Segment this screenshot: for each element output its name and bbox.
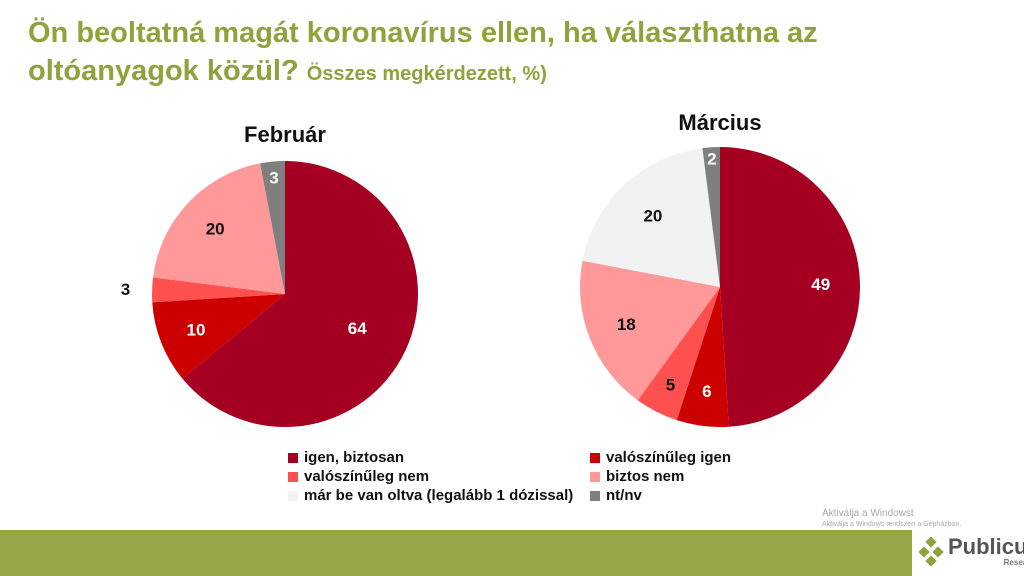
pie-slice [153,163,285,294]
pie-slice [702,147,720,287]
legend-item: biztos nem [590,468,684,485]
data-label: 5 [666,375,675,394]
legend-item: nt/nv [590,487,642,504]
legend-label: már be van oltva (legalább 1 dózissal) [304,487,574,504]
legend-swatch [590,452,600,463]
pie-slice [182,161,418,428]
pie-slice [260,161,285,294]
data-label: 2 [707,149,716,168]
legend-item: igen, biztosan [288,449,404,466]
subtitle: Összes megkérdezett, %) [306,63,547,85]
watermark-line1: Aktiválja a Windowst [822,508,914,519]
pie-title: Március [678,110,761,135]
data-label: 3 [269,168,278,187]
data-label: 49 [811,275,830,294]
legend-label: valószínűleg nem [304,468,430,485]
legend-swatch [590,471,600,482]
legend-item: valószínűleg igen [590,449,731,466]
logo-diamonds-icon [918,536,944,567]
pie-title: Február [244,122,326,147]
slide-title: Ön beoltatná magát koronavírus ellen, ha… [28,14,928,93]
pie-slice [152,277,285,303]
pie-slice [637,287,720,421]
data-label: 6 [702,382,711,401]
logo-sub: Research [1003,558,1024,567]
watermark-line2: Aktiválja a Windows rendszert a Gépházba… [822,521,962,528]
legend-label: igen, biztosan [304,449,405,466]
data-label: 10 [187,320,206,339]
pie-slice [580,260,720,401]
footer-band [0,530,912,576]
legend-label: valószínűleg igen [606,449,732,466]
publicus-logo: PublicusResearch [918,536,1024,567]
legend-swatch [590,490,600,501]
data-label: 20 [643,207,662,226]
data-label: 20 [206,219,225,238]
legend-swatch [288,471,298,482]
pie-slice [676,287,729,428]
pie-slice [582,148,720,287]
logo-name: Publicus [948,534,1024,559]
title-text: Ön beoltatná magát koronavírus ellen, ha… [28,17,818,87]
legend-swatch [288,452,298,463]
legend-label: biztos nem [606,468,685,485]
data-label: 3 [121,280,130,299]
legend-item: már be van oltva (legalább 1 dózissal) [288,487,573,504]
data-label: 18 [617,315,636,334]
pie-slice [152,294,285,379]
legend-item: valószínűleg nem [288,468,429,485]
legend-swatch [288,490,298,501]
data-label: 64 [348,319,367,338]
pie-slice [720,147,861,427]
legend-label: nt/nv [606,487,642,504]
